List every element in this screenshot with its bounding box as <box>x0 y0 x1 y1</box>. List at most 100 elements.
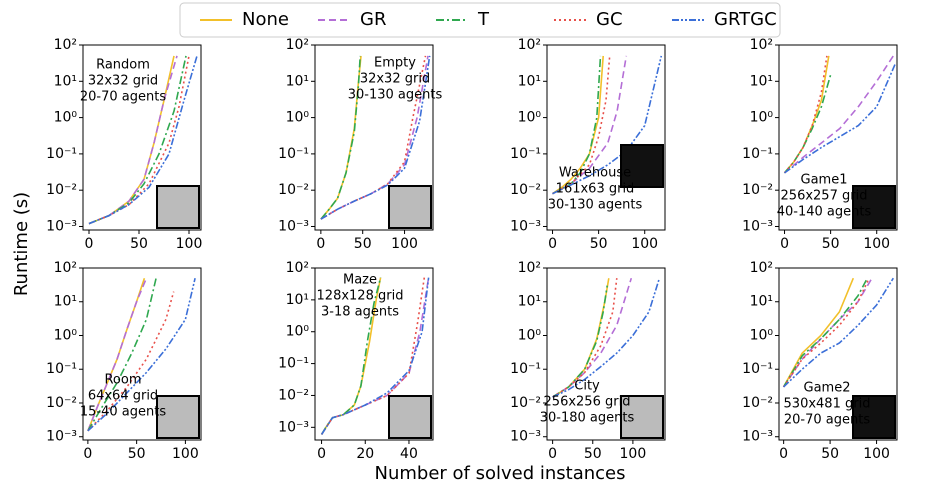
panel-annotation: Random <box>96 58 150 73</box>
y-tick-label: 10² <box>750 37 773 53</box>
y-tick-label: 10⁰ <box>518 110 542 126</box>
y-tick-label: 10⁻¹ <box>742 146 773 162</box>
y-tick-label: 10² <box>286 260 309 276</box>
y-tick-label: 10⁻¹ <box>46 146 77 162</box>
x-tick-label: 50 <box>128 446 146 462</box>
axes-frame <box>314 44 434 231</box>
x-tick-label: 0 <box>85 236 94 252</box>
y-tick-label: 10² <box>54 260 77 276</box>
series-line <box>783 74 832 174</box>
series-line <box>552 55 611 195</box>
y-tick-label: 10⁰ <box>750 327 774 343</box>
series-line <box>552 55 602 195</box>
series-line <box>320 55 362 220</box>
axes-frame <box>314 267 434 441</box>
y-tick-label: 10¹ <box>54 73 77 89</box>
x-tick-label: 40 <box>400 446 418 462</box>
series-line <box>783 277 894 388</box>
axes-frame <box>778 267 898 441</box>
y-tick-label: 10⁻² <box>46 395 77 411</box>
panel-annotation: 128x128 grid <box>317 289 404 304</box>
series-line <box>320 277 430 435</box>
map-thumbnail <box>156 185 200 229</box>
y-tick-label: 10⁻¹ <box>742 361 773 377</box>
y-tick-label: 10⁻³ <box>278 419 309 435</box>
y-tick-label: 10⁻³ <box>510 218 541 234</box>
panel-annotation: 20-70 agents <box>784 413 870 428</box>
x-tick-label: 0 <box>83 446 92 462</box>
y-tick-label: 10¹ <box>750 294 773 310</box>
map-thumbnail <box>156 395 200 439</box>
y-tick-label: 10¹ <box>518 73 541 89</box>
axes-frame <box>546 44 666 231</box>
panel-annotation: 20-70 agents <box>80 90 166 105</box>
series-line <box>552 55 604 195</box>
y-tick-label: 10⁻³ <box>278 218 309 234</box>
y-tick-label: 10⁻³ <box>742 218 773 234</box>
y-tick-label: 10¹ <box>286 292 309 308</box>
y-tick-label: 10⁰ <box>54 327 78 343</box>
x-tick-label: 50 <box>822 236 840 252</box>
x-tick-label: 50 <box>584 446 602 462</box>
panel-annotation: 30-130 agents <box>348 88 443 103</box>
series-line <box>552 277 661 398</box>
axes-frame <box>82 267 202 441</box>
panel-annotation: Empty <box>374 56 416 71</box>
y-tick-label: 10⁻² <box>742 395 773 411</box>
legend-label: T <box>477 9 490 30</box>
y-tick-label: 10⁻² <box>510 395 541 411</box>
series-line <box>320 55 427 220</box>
map-thumbnail <box>620 144 664 188</box>
map-thumbnail <box>620 395 664 439</box>
series-line <box>87 278 157 432</box>
y-tick-label: 10⁻¹ <box>46 361 77 377</box>
series-line <box>320 277 382 435</box>
y-tick-label: 10¹ <box>54 294 77 310</box>
x-tick-label: 100 <box>172 446 199 462</box>
panel-annotation: 32x32 grid <box>360 72 430 87</box>
panel-annotation: Warehouse <box>559 166 631 181</box>
panel-annotation: 15-40 agents <box>80 405 166 420</box>
y-tick-label: 10⁻¹ <box>510 361 541 377</box>
x-tick-label: 50 <box>130 236 148 252</box>
map-thumbnail <box>388 185 432 229</box>
y-tick-label: 10² <box>750 260 773 276</box>
series-line <box>782 277 870 388</box>
y-tick-label: 10⁻² <box>742 182 773 198</box>
series-line <box>88 55 178 225</box>
series-line <box>87 277 148 432</box>
panel-annotation: 40-140 agents <box>777 205 872 220</box>
panel-annotation: City <box>574 379 600 394</box>
map-thumbnail <box>852 185 896 229</box>
legend-label: None <box>242 9 289 30</box>
legend-label: GRTGC <box>714 9 777 30</box>
x-tick-label: 0 <box>780 236 789 252</box>
series-line <box>783 55 828 174</box>
panel-annotation: 32x32 grid <box>88 74 158 89</box>
y-tick-label: 10⁻³ <box>46 429 77 445</box>
x-tick-label: 100 <box>391 236 418 252</box>
x-tick-label: 50 <box>590 236 608 252</box>
panel-annotation: 530x481 grid <box>784 397 871 412</box>
y-tick-label: 10⁰ <box>286 324 310 340</box>
series-line <box>552 55 663 195</box>
y-tick-label: 10² <box>518 260 541 276</box>
x-tick-label: 0 <box>548 446 557 462</box>
series-line <box>552 285 608 398</box>
x-axis-label: Number of solved instances <box>375 463 626 484</box>
x-tick-label: 0 <box>316 236 325 252</box>
series-line <box>87 278 196 432</box>
y-tick-label: 10⁻¹ <box>278 146 309 162</box>
y-tick-label: 10² <box>54 37 77 53</box>
x-tick-label: 0 <box>779 446 788 462</box>
x-tick-label: 50 <box>821 446 839 462</box>
legend-box <box>179 2 781 38</box>
panel-annotation: 30-130 agents <box>548 198 643 213</box>
series-line <box>87 291 175 432</box>
panel-annotation: 64x64 grid <box>88 389 158 404</box>
series-line <box>782 277 869 388</box>
y-tick-label: 10⁻³ <box>46 218 77 234</box>
series-line <box>88 55 198 225</box>
map-thumbnail <box>388 395 432 439</box>
